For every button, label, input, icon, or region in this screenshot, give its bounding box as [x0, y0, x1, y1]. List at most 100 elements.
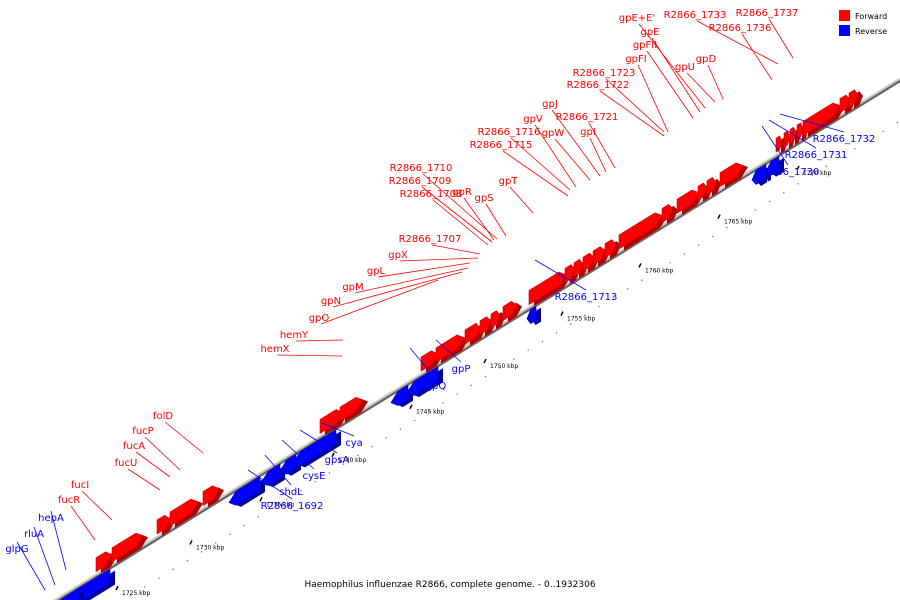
forward-gene-label: gpFI: [625, 54, 646, 65]
reverse-gene-arrow: [292, 429, 341, 468]
scale-dot: [186, 559, 189, 562]
reverse-gene-label: cysE: [303, 471, 326, 482]
map-caption: Haemophilus influenzae R2866, complete g…: [304, 580, 595, 590]
forward-leader-line: [431, 244, 481, 255]
scale-dot: [342, 463, 345, 466]
legend-forward-label: Forward: [855, 12, 887, 21]
forward-leader-line: [554, 138, 591, 181]
reverse-gene-arrow: [67, 587, 84, 600]
forward-gene-label: R2866_1716: [478, 127, 541, 138]
reverse-leader-line: [247, 469, 293, 500]
forward-gene-label: gpW: [542, 128, 565, 139]
forward-leader-line: [551, 109, 601, 177]
reverse-gene-label: glpG: [5, 544, 28, 555]
forward-gene-label: R2866_1723: [573, 68, 636, 79]
scale-tick-label: 1730 kbp: [196, 544, 224, 551]
forward-leader-line: [377, 262, 471, 278]
scale-dot: [641, 279, 643, 282]
forward-leader-line: [589, 137, 607, 173]
forward-leader-line: [534, 124, 577, 188]
scale-dot: [541, 340, 544, 343]
forward-gene-label: R2866_1733: [664, 10, 727, 21]
forward-gene-label: fucA: [123, 441, 145, 452]
scale-dot: [399, 428, 402, 430]
forward-gene-arrow: [339, 396, 368, 423]
forward-leader-line: [696, 20, 779, 65]
scale-tick: [638, 263, 642, 268]
scale-dot: [570, 323, 572, 325]
reverse-leader-line: [768, 119, 817, 149]
forward-gene-label: R2866_1722: [567, 80, 630, 91]
scale-tick: [560, 311, 564, 316]
forward-gene-arrow: [618, 212, 667, 251]
reverse-gene-arrow: [228, 475, 265, 507]
reverse-leader-line: [16, 541, 46, 591]
forward-leader-line: [135, 451, 171, 478]
forward-gene-label: hemX: [260, 344, 289, 355]
reverse-gene-label: hepA: [38, 513, 64, 524]
reverse-gene-label: R2866_1731: [785, 150, 848, 161]
scale-dot: [513, 358, 515, 360]
scale-dot: [811, 174, 813, 176]
scale-dot: [229, 533, 231, 536]
scale-dot: [484, 375, 487, 378]
forward-leader-line: [295, 339, 344, 342]
legend-forward-swatch: [839, 10, 850, 21]
forward-gene-label: fucI: [71, 480, 89, 491]
forward-leader-line: [320, 279, 439, 325]
scale-dot: [172, 568, 174, 571]
legend-reverse-label: Reverse: [855, 27, 887, 36]
forward-gene-label: R2866_1736: [709, 23, 772, 34]
forward-gene-label: gpN: [321, 296, 341, 307]
forward-gene-label: R2866_1707: [399, 234, 462, 245]
forward-gene-label: gpV: [523, 114, 543, 125]
scale-tick: [259, 496, 263, 502]
reverse-gene-arrow: [406, 366, 443, 397]
scale-dot: [428, 410, 430, 413]
scale-dot: [783, 191, 785, 194]
scale-tick-label: 1740 kbp: [338, 457, 366, 464]
forward-gene-label: R2866_1721: [556, 112, 619, 123]
scale-dot: [314, 480, 317, 483]
scale-dot: [839, 156, 842, 159]
reverse-gene-label: R2866_1692: [261, 501, 324, 512]
scale-tick-label: 1745 kbp: [416, 409, 444, 416]
scale-dot: [470, 384, 473, 387]
scale-dot: [371, 445, 373, 448]
forward-gene-arrow: [848, 89, 863, 109]
forward-gene-label: gpO: [309, 313, 330, 324]
forward-leader-line: [502, 150, 569, 197]
scale-dot: [669, 261, 671, 264]
reverse-gene-label: gpsA: [325, 455, 350, 466]
forward-gene-label: R2866_1710: [390, 163, 453, 174]
scale-dot: [456, 393, 459, 395]
legend: Forward Reverse: [839, 10, 887, 36]
scale-tick: [115, 585, 119, 591]
scale-tick-label: 1735 kbp: [266, 501, 294, 508]
scale-tick: [483, 358, 487, 364]
scale-dot: [357, 454, 359, 457]
scale-dot: [129, 594, 132, 597]
forward-gene-arrow: [802, 102, 845, 137]
forward-leader-line: [432, 199, 489, 246]
forward-leader-line: [588, 122, 616, 169]
legend-reverse-swatch: [839, 25, 850, 36]
reverse-gene-label: R2866_1713: [555, 292, 618, 303]
reverse-gene-label: gpP: [452, 364, 471, 375]
forward-gene-label: fucR: [58, 495, 80, 506]
forward-gene-label: gpFII: [633, 40, 657, 51]
reverse-leader-line: [33, 526, 56, 586]
scale-dot: [612, 296, 615, 299]
scale-dot: [768, 200, 771, 203]
forward-gene-arrow: [435, 334, 469, 364]
scale-dot: [655, 270, 657, 273]
forward-leader-line: [741, 33, 773, 81]
forward-leader-line: [638, 23, 706, 109]
scale-tick: [717, 214, 721, 220]
scale-dot: [286, 498, 288, 501]
forward-gene-label: R2866_1708: [400, 189, 463, 200]
scale-tick: [409, 404, 413, 410]
scale-dot: [683, 253, 686, 255]
forward-leader-line: [70, 505, 96, 541]
